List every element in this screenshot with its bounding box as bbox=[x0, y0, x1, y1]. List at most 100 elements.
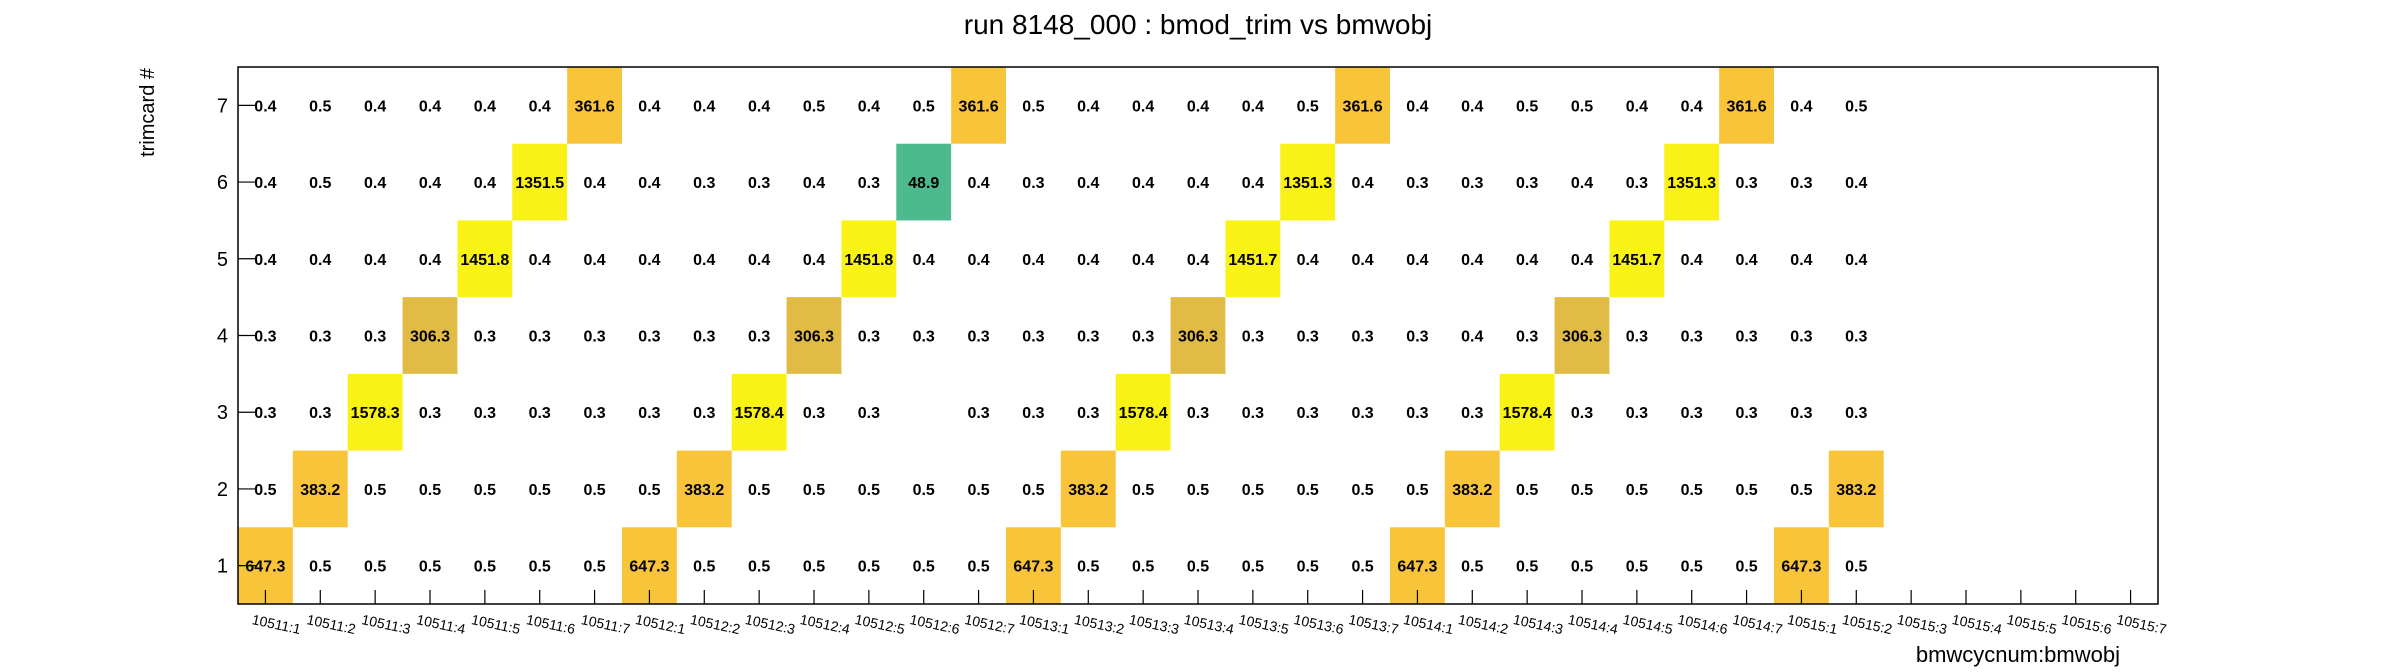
cell-value-label: 0.4 bbox=[638, 98, 660, 115]
cell-value-label: 0.3 bbox=[474, 329, 496, 346]
cell-value-label: 0.5 bbox=[309, 175, 331, 192]
x-axis-label: bmwcycnum:bmwobj bbox=[1916, 642, 2120, 667]
y-tick-label: 7 bbox=[217, 95, 228, 117]
heatmap-cell bbox=[1060, 450, 1116, 528]
cell-value-label: 0.3 bbox=[583, 329, 605, 346]
cell-value-label: 1351.5 bbox=[515, 175, 564, 192]
cell-value-label: 0.3 bbox=[1626, 329, 1648, 346]
cell-value-label: 0.4 bbox=[858, 98, 880, 115]
cell-value-label: 0.5 bbox=[1571, 482, 1593, 499]
x-tick-label: 10514:1 bbox=[1402, 611, 1455, 637]
cell-value-label: 0.3 bbox=[967, 329, 989, 346]
x-tick-label: 10511:6 bbox=[525, 611, 577, 637]
cell-value-label: 306.3 bbox=[1178, 329, 1218, 346]
cell-value-label: 0.4 bbox=[474, 175, 496, 192]
x-tick-label: 10515:2 bbox=[1841, 611, 1894, 637]
cell-value-label: 0.3 bbox=[858, 175, 880, 192]
cell-value-label: 306.3 bbox=[1562, 329, 1602, 346]
x-tick-label: 10514:4 bbox=[1567, 611, 1620, 637]
cell-value-label: 0.3 bbox=[1242, 405, 1264, 422]
cell-value-label: 0.4 bbox=[803, 175, 825, 192]
cell-value-label: 0.5 bbox=[913, 98, 935, 115]
cell-value-label: 0.3 bbox=[1790, 175, 1812, 192]
x-tick-label: 10513:6 bbox=[1292, 611, 1345, 637]
cell-value-label: 647.3 bbox=[1397, 559, 1437, 576]
cell-value-label: 0.4 bbox=[1132, 252, 1154, 269]
cell-value-label: 0.4 bbox=[254, 98, 276, 115]
cell-value-label: 0.5 bbox=[1845, 559, 1867, 576]
cell-value-label: 0.5 bbox=[803, 98, 825, 115]
cell-value-label: 0.5 bbox=[1187, 482, 1209, 499]
cell-value-label: 0.4 bbox=[1132, 175, 1154, 192]
cell-value-label: 0.4 bbox=[364, 175, 386, 192]
cell-value-label: 0.3 bbox=[858, 405, 880, 422]
cell-value-label: 0.4 bbox=[1351, 175, 1373, 192]
heatmap-cell bbox=[457, 220, 513, 298]
cell-value-label: 0.5 bbox=[1681, 482, 1703, 499]
cell-value-label: 0.3 bbox=[1461, 175, 1483, 192]
x-tick-label: 10511:5 bbox=[470, 611, 522, 637]
x-tick-label: 10513:7 bbox=[1347, 611, 1400, 637]
cell-value-label: 0.4 bbox=[1681, 252, 1703, 269]
heatmap-cell bbox=[1828, 450, 1884, 528]
heatmap-cell bbox=[347, 373, 403, 451]
cell-value-label: 0.5 bbox=[583, 482, 605, 499]
x-tick-label: 10513:3 bbox=[1128, 611, 1181, 637]
cell-value-label: 0.5 bbox=[583, 559, 605, 576]
x-tick-label: 10513:5 bbox=[1237, 611, 1290, 637]
cell-value-label: 0.4 bbox=[1187, 252, 1209, 269]
heatmap-cell bbox=[402, 297, 458, 374]
cell-value-label: 0.5 bbox=[858, 559, 880, 576]
heatmap-cell bbox=[676, 450, 732, 528]
cell-value-label: 0.4 bbox=[1406, 98, 1428, 115]
cell-value-label: 0.5 bbox=[1516, 559, 1538, 576]
cell-value-label: 0.3 bbox=[1626, 405, 1648, 422]
x-tick-label: 10515:1 bbox=[1786, 611, 1839, 637]
cell-value-label: 0.5 bbox=[1790, 482, 1812, 499]
cell-value-label: 0.3 bbox=[254, 405, 276, 422]
heatmap-cell bbox=[951, 67, 1006, 144]
cell-value-label: 0.3 bbox=[1406, 175, 1428, 192]
x-tick-label: 10511:1 bbox=[251, 611, 303, 637]
cell-value-label: 1451.8 bbox=[844, 252, 893, 269]
x-tick-label: 10514:2 bbox=[1457, 611, 1510, 637]
cell-value-label: 0.4 bbox=[309, 252, 331, 269]
cell-value-label: 1578.3 bbox=[351, 405, 400, 422]
cell-value-label: 0.3 bbox=[1735, 405, 1757, 422]
cell-value-label: 0.5 bbox=[1516, 482, 1538, 499]
x-tick-label: 10515:5 bbox=[2005, 611, 2058, 637]
cell-value-label: 0.5 bbox=[1681, 559, 1703, 576]
cell-value-label: 0.4 bbox=[1351, 252, 1373, 269]
cell-value-label: 0.3 bbox=[748, 175, 770, 192]
heatmap-cell bbox=[1335, 67, 1390, 144]
cell-value-label: 0.4 bbox=[529, 98, 551, 115]
cell-value-label: 0.5 bbox=[1022, 98, 1044, 115]
x-tick-label: 10511:3 bbox=[360, 611, 412, 637]
x-tick-label: 10512:3 bbox=[744, 611, 797, 637]
cell-value-label: 0.5 bbox=[1297, 98, 1319, 115]
cell-value-label: 0.3 bbox=[1022, 405, 1044, 422]
cell-value-label: 361.6 bbox=[1343, 98, 1383, 115]
cell-value-label: 0.5 bbox=[803, 482, 825, 499]
cell-value-label: 0.3 bbox=[1406, 405, 1428, 422]
cell-value-label: 0.4 bbox=[474, 98, 496, 115]
x-tick-label: 10512:2 bbox=[689, 611, 742, 637]
cell-value-label: 0.3 bbox=[1077, 329, 1099, 346]
cell-value-label: 0.5 bbox=[1242, 482, 1264, 499]
cell-value-label: 0.4 bbox=[1077, 175, 1099, 192]
cell-value-label: 0.4 bbox=[748, 98, 770, 115]
cell-value-label: 0.3 bbox=[638, 329, 660, 346]
cells-layer bbox=[238, 67, 1884, 604]
cell-value-label: 0.5 bbox=[1132, 559, 1154, 576]
cell-value-label: 0.3 bbox=[309, 405, 331, 422]
cell-value-label: 0.4 bbox=[1187, 98, 1209, 115]
heatmap-cell bbox=[1554, 297, 1610, 374]
cell-value-label: 0.3 bbox=[1461, 405, 1483, 422]
heatmap-cell bbox=[1719, 67, 1774, 144]
x-tick-label: 10513:2 bbox=[1073, 611, 1126, 637]
cell-value-label: 0.3 bbox=[1132, 329, 1154, 346]
cell-value-label: 0.5 bbox=[693, 559, 715, 576]
cell-value-label: 0.5 bbox=[1571, 559, 1593, 576]
cell-value-label: 0.3 bbox=[693, 175, 715, 192]
cell-value-label: 0.4 bbox=[638, 175, 660, 192]
